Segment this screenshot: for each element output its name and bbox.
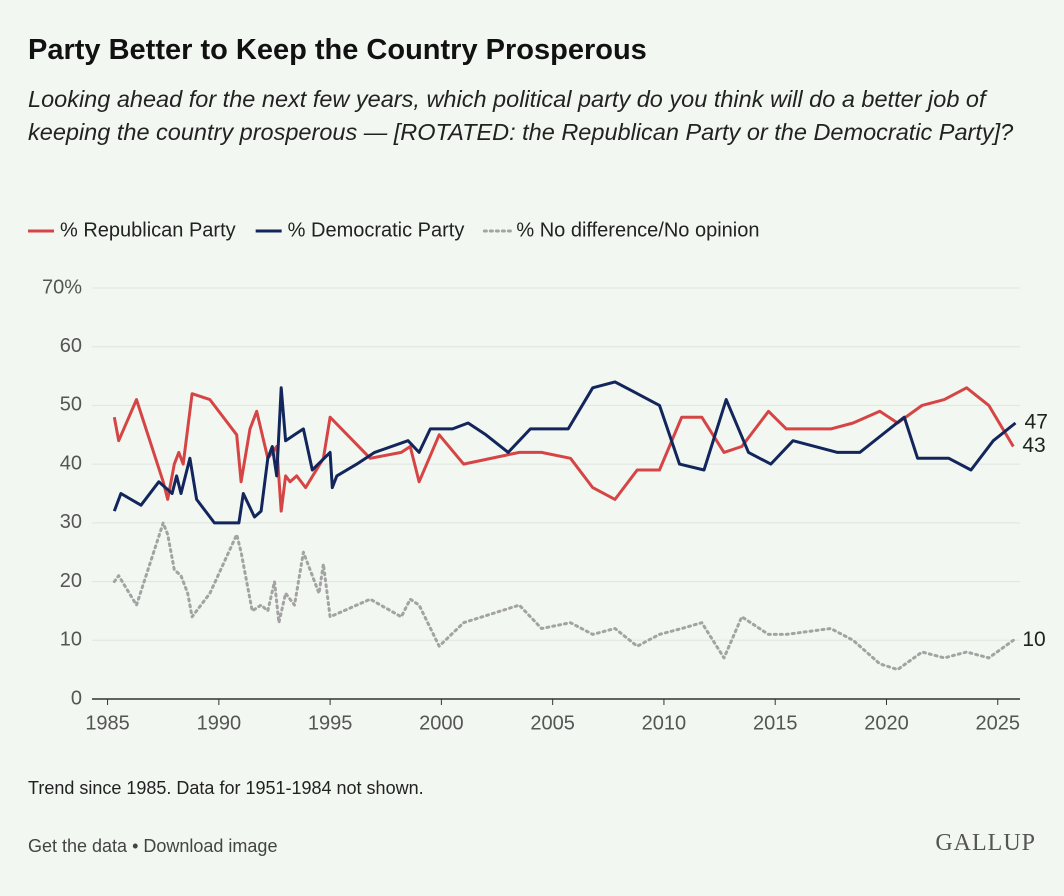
y-tick-label: 70% — [42, 276, 82, 298]
y-tick-label: 40 — [60, 452, 82, 474]
y-tick-label: 60 — [60, 335, 82, 357]
x-tick-label: 2025 — [975, 712, 1020, 734]
y-tick-label: 0 — [71, 687, 82, 709]
x-tick-label: 2005 — [530, 712, 575, 734]
chart-note: Trend since 1985. Data for 1951-1984 not… — [28, 778, 424, 798]
legend-label: % Democratic Party — [288, 219, 465, 241]
y-tick-label: 30 — [60, 511, 82, 533]
x-tick-label: 2000 — [419, 712, 464, 734]
x-tick-label: 2015 — [753, 712, 798, 734]
brand-logo: GALLUP — [935, 830, 1036, 856]
end-label: 43 — [1022, 434, 1045, 457]
series-line — [112, 380, 1017, 525]
y-tick-label: 10 — [60, 629, 82, 651]
footer-links[interactable]: Get the data • Download image — [28, 836, 278, 856]
legend-label: % Republican Party — [60, 219, 236, 241]
legend-label: % No difference/No opinion — [516, 219, 759, 241]
chart-subtitle: Looking ahead for the next few years, wh… — [28, 86, 1014, 145]
series-line — [112, 521, 1015, 672]
x-tick-label: 1990 — [197, 712, 242, 734]
end-label: 47 — [1025, 411, 1048, 434]
y-tick-label: 20 — [60, 570, 82, 592]
x-tick-label: 1995 — [308, 712, 353, 734]
end-label: 10 — [1022, 628, 1045, 651]
x-tick-label: 2020 — [864, 712, 909, 734]
chart-title: Party Better to Keep the Country Prosper… — [28, 34, 647, 66]
series-line — [112, 386, 1015, 513]
x-tick-label: 2010 — [642, 712, 687, 734]
y-tick-label: 50 — [60, 394, 82, 416]
x-tick-label: 1985 — [85, 712, 130, 734]
chart: 0 10 20 30 40 50 60 70% 1985 1990 1995 2000 2005 2010… — [28, 219, 1048, 734]
